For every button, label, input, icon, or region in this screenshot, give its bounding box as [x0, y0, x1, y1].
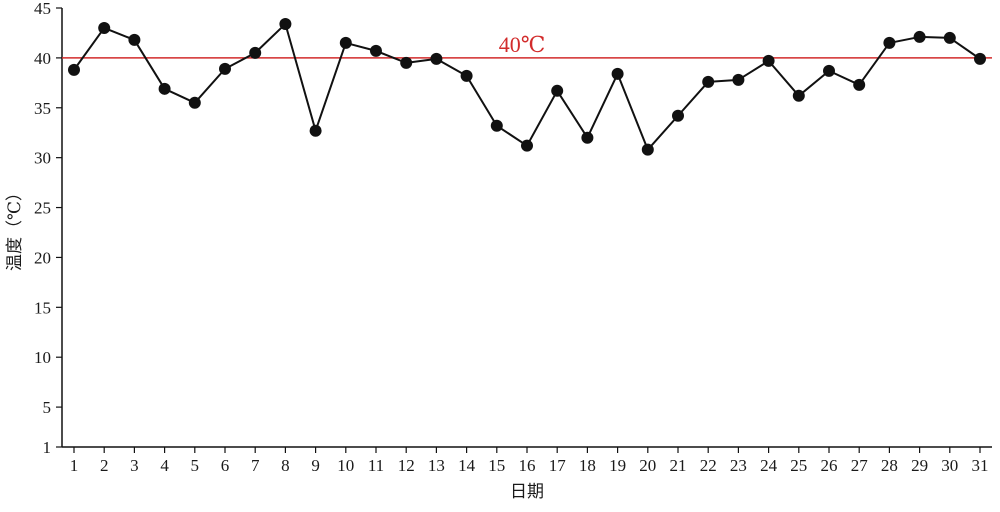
x-tick-label: 31 — [972, 456, 989, 475]
data-point — [702, 75, 715, 88]
x-tick-label: 23 — [730, 456, 747, 475]
data-point — [521, 139, 533, 152]
reference-line-group: 40℃ — [62, 32, 992, 59]
data-point — [309, 124, 322, 137]
y-tick-label: 25 — [34, 199, 51, 218]
data-point — [943, 31, 956, 44]
x-tick-label: 27 — [851, 456, 869, 475]
data-point — [68, 63, 80, 76]
data-point — [974, 52, 986, 65]
data-point — [249, 46, 262, 59]
data-point — [490, 119, 503, 132]
y-tick-label: 40 — [34, 49, 51, 68]
x-tick-label: 29 — [911, 456, 928, 475]
x-tick-label: 20 — [639, 456, 656, 475]
y-tick-label: 15 — [34, 298, 51, 317]
x-tick-label: 14 — [458, 456, 476, 475]
x-tick-label: 5 — [191, 456, 200, 475]
data-point — [158, 82, 171, 95]
x-tick-label: 16 — [519, 456, 536, 475]
data-point — [823, 64, 835, 77]
x-tick-label: 19 — [609, 456, 626, 475]
x-tick-label: 30 — [941, 456, 958, 475]
x-tick-label: 25 — [790, 456, 807, 475]
x-tick-label: 12 — [398, 456, 415, 475]
y-tick-label: 5 — [43, 398, 52, 417]
data-point — [732, 73, 745, 86]
y-tick-label: 1 — [43, 438, 52, 457]
data-point — [611, 67, 624, 80]
data-point — [762, 54, 775, 67]
x-tick-label: 28 — [881, 456, 898, 475]
x-tick-label: 26 — [821, 456, 838, 475]
reference-line-label: 40℃ — [499, 32, 546, 57]
data-point — [400, 56, 413, 69]
x-tick-label: 2 — [100, 456, 109, 475]
x-tick-label: 21 — [670, 456, 687, 475]
x-axis-title: 日期 — [510, 482, 544, 501]
data-point — [128, 33, 141, 46]
data-point — [672, 109, 684, 122]
y-tick-label: 10 — [34, 348, 51, 367]
x-tick-label: 1 — [70, 456, 79, 475]
series-group — [68, 17, 986, 156]
x-tick-label: 4 — [160, 456, 169, 475]
data-point — [279, 17, 292, 30]
data-point — [219, 62, 231, 75]
data-point — [792, 89, 805, 102]
y-tick-label: 20 — [34, 248, 51, 267]
data-point — [641, 143, 654, 156]
x-tick-label: 9 — [311, 456, 320, 475]
x-tick-label: 17 — [549, 456, 567, 475]
y-axis-title: 温度（℃） — [5, 184, 24, 271]
y-tick-label: 30 — [34, 149, 51, 168]
y-tick-label: 35 — [34, 99, 51, 118]
x-tick-label: 3 — [130, 456, 139, 475]
data-point — [188, 96, 201, 109]
x-tick-label: 18 — [579, 456, 596, 475]
x-tick-label: 22 — [700, 456, 717, 475]
x-tick-label: 15 — [488, 456, 505, 475]
data-point — [430, 52, 443, 65]
data-point — [460, 69, 473, 82]
x-tick-label: 24 — [760, 456, 778, 475]
data-point — [98, 21, 111, 34]
data-point — [339, 36, 352, 49]
data-point — [883, 36, 896, 49]
data-point — [913, 30, 926, 43]
y-tick-label: 45 — [34, 0, 51, 18]
data-point — [551, 84, 564, 97]
x-tick-label: 8 — [281, 456, 290, 475]
x-tick-label: 6 — [221, 456, 230, 475]
x-tick-label: 10 — [337, 456, 354, 475]
data-point — [581, 131, 594, 144]
x-tick-label: 13 — [428, 456, 445, 475]
x-tick-label: 11 — [368, 456, 384, 475]
data-point — [370, 44, 382, 57]
x-tick-label: 7 — [251, 456, 260, 475]
data-point — [853, 78, 866, 91]
